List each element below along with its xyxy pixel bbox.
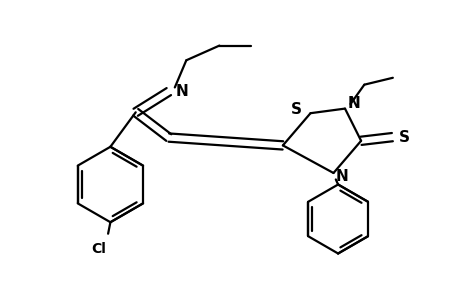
Text: Cl: Cl [91, 242, 106, 256]
Text: S: S [291, 102, 302, 117]
Text: N: N [347, 97, 359, 112]
Text: S: S [398, 130, 409, 145]
Text: N: N [175, 84, 188, 99]
Text: N: N [335, 169, 348, 184]
